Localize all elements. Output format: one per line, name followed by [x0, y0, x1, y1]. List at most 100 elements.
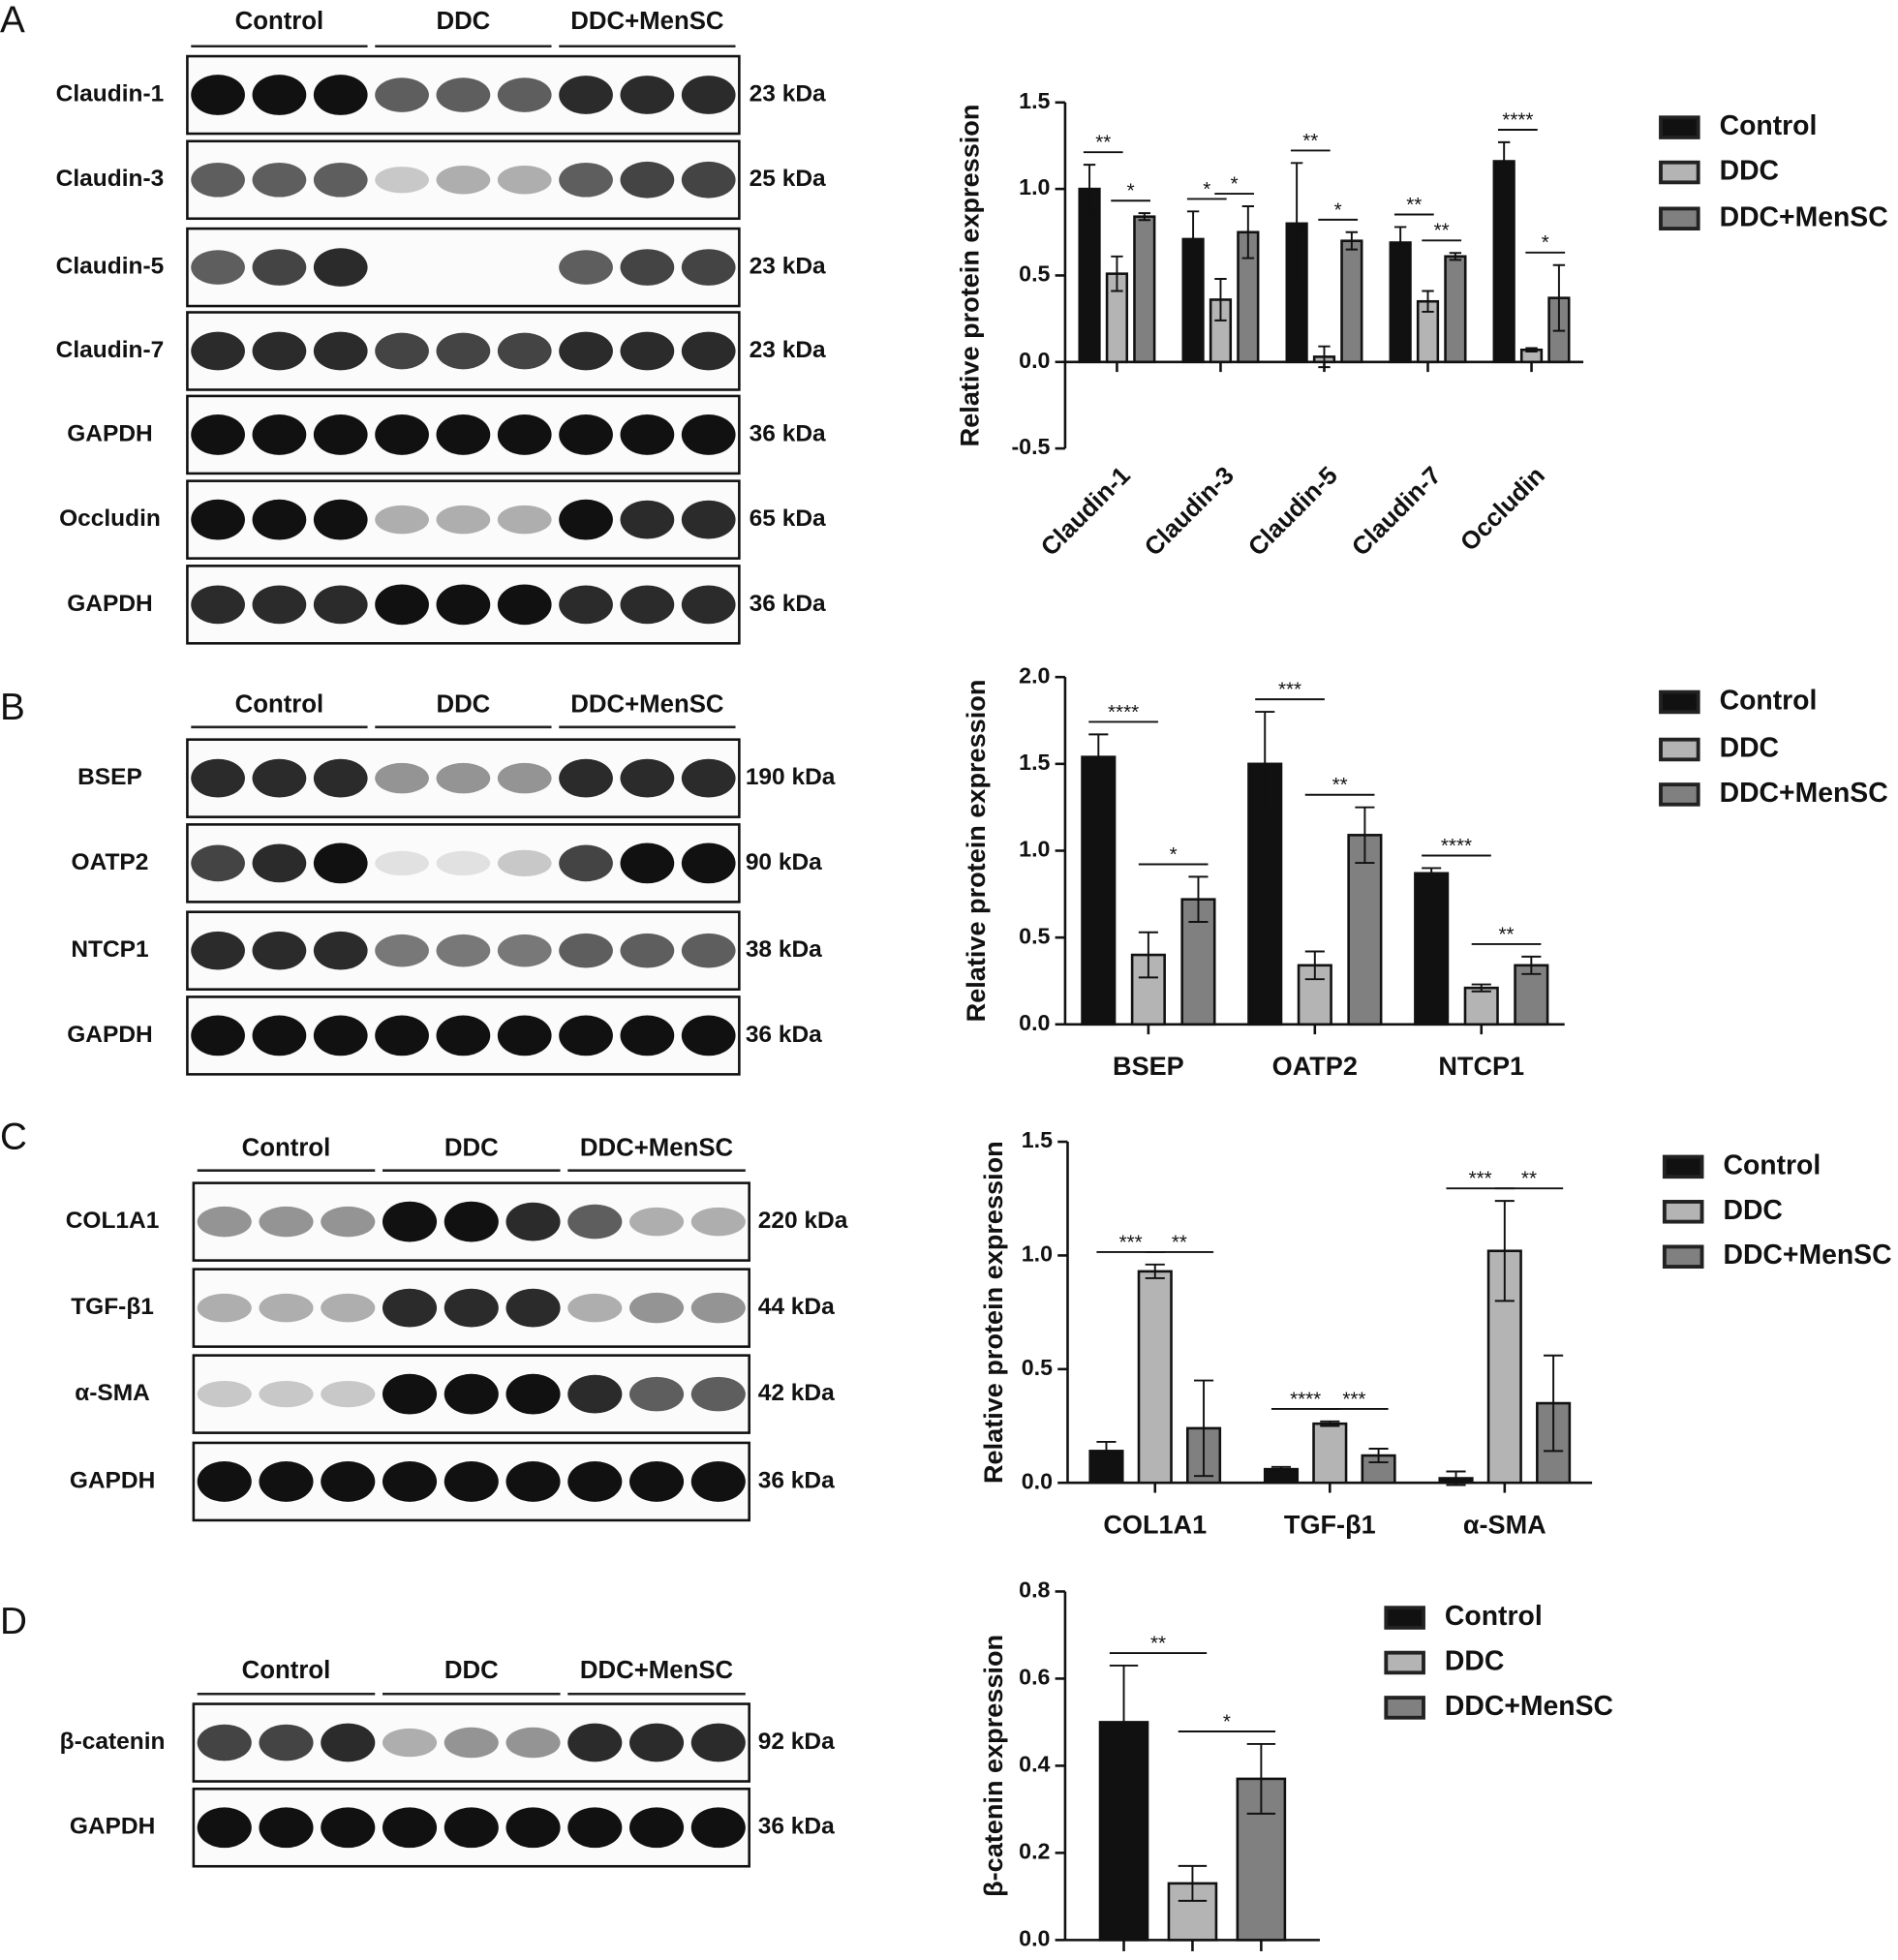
row-label: NTCP1 — [71, 936, 148, 963]
band — [559, 844, 613, 882]
band — [382, 1728, 438, 1758]
significance-label: ** — [1406, 194, 1422, 216]
significance-label: ** — [1332, 774, 1348, 796]
band — [620, 758, 675, 798]
band — [313, 162, 368, 198]
band — [375, 584, 429, 626]
row-label: TGF-β1 — [71, 1294, 154, 1320]
row-size: 36 kDa — [758, 1814, 835, 1840]
legend-swatch — [1662, 1154, 1704, 1179]
x-tick-label: NTCP1 — [1438, 1051, 1524, 1081]
y-tick-label: 0.5 — [1022, 1355, 1053, 1380]
x-tick-label: Claudin-7 — [1347, 462, 1447, 562]
error-bar — [1241, 205, 1255, 260]
group-label: Control — [235, 691, 324, 719]
y-axis-label: Relative protein expression — [961, 680, 991, 1023]
band — [444, 1727, 499, 1759]
legend-swatch — [1659, 782, 1700, 807]
band — [497, 849, 552, 877]
band — [567, 1293, 623, 1323]
band — [313, 842, 368, 884]
band — [559, 250, 613, 285]
band — [259, 1807, 314, 1849]
band — [559, 933, 613, 968]
band — [444, 1288, 499, 1328]
x-tick-label: COL1A1 — [1103, 1510, 1207, 1540]
legend-swatch — [1659, 115, 1700, 139]
band — [252, 249, 307, 286]
y-tick-label: 1.0 — [1019, 174, 1050, 199]
band — [505, 1807, 561, 1849]
y-tick-label: 0.0 — [1019, 1010, 1050, 1035]
legend-label: DDC+MenSC — [1445, 1691, 1613, 1722]
band — [567, 1204, 623, 1240]
significance-label: ** — [1172, 1231, 1187, 1253]
row-label: OATP2 — [72, 849, 149, 875]
band — [252, 331, 307, 371]
band — [191, 931, 245, 970]
error-bar — [1393, 226, 1407, 260]
y-tick-label: 0.5 — [1019, 261, 1050, 287]
y-tick-label: 1.0 — [1019, 837, 1050, 862]
panel-letter: A — [0, 0, 25, 41]
band — [690, 1723, 746, 1762]
x-tick-label: α-SMA — [1463, 1510, 1546, 1540]
legend-label: DDC — [1723, 1195, 1782, 1226]
blot-box — [192, 1268, 750, 1348]
band — [497, 505, 552, 535]
band — [252, 162, 307, 198]
row-label: COL1A1 — [66, 1208, 160, 1234]
group-label: Control — [242, 1135, 331, 1162]
band — [382, 1461, 438, 1502]
band — [559, 585, 613, 625]
error-bar — [1138, 931, 1158, 979]
error-bar — [1109, 1664, 1139, 1780]
error-bar — [1446, 1470, 1466, 1486]
band — [436, 77, 491, 112]
legend-label: Control — [1723, 1149, 1821, 1180]
band — [444, 1373, 499, 1415]
group-label: Control — [242, 1657, 331, 1684]
significance-label: *** — [1342, 1388, 1365, 1410]
error-bar — [1255, 711, 1275, 817]
panel-letter: C — [0, 1117, 27, 1158]
x-tick-label: BSEP — [1113, 1051, 1184, 1081]
band — [620, 331, 675, 371]
row-label: GAPDH — [67, 420, 152, 446]
significance-label: **** — [1441, 835, 1472, 857]
band — [690, 1292, 746, 1324]
error-bar — [1494, 1200, 1515, 1302]
legend-swatch — [1662, 1244, 1704, 1269]
band — [313, 248, 368, 287]
legend-label: Control — [1720, 110, 1818, 141]
band — [382, 1201, 438, 1242]
band — [259, 1724, 314, 1761]
band — [681, 842, 736, 884]
row-size: 44 kDa — [758, 1294, 835, 1320]
row-size: 65 kDa — [750, 505, 826, 532]
legend-label: DDC — [1720, 156, 1779, 187]
band — [628, 1207, 685, 1237]
band — [690, 1376, 746, 1412]
legend-label: DDC — [1720, 732, 1779, 763]
band — [197, 1206, 252, 1238]
band — [505, 1461, 561, 1502]
error-bar — [1318, 345, 1331, 369]
band — [252, 931, 307, 970]
legend-swatch — [1659, 160, 1700, 185]
band — [436, 505, 491, 535]
x-tick-label: Claudin-3 — [1140, 462, 1240, 562]
band — [681, 249, 736, 286]
error-bar — [1083, 164, 1096, 215]
bar — [1414, 872, 1450, 1026]
row-label: Claudin-7 — [56, 337, 165, 363]
band — [436, 166, 491, 195]
error-bar — [1290, 162, 1303, 286]
error-bar — [1270, 1465, 1292, 1473]
group-label: DDC+MenSC — [570, 691, 723, 719]
group-label: DDC — [444, 1135, 499, 1162]
legend-swatch — [1384, 1650, 1425, 1675]
band — [375, 850, 429, 876]
band — [191, 758, 245, 798]
band — [321, 1461, 376, 1502]
